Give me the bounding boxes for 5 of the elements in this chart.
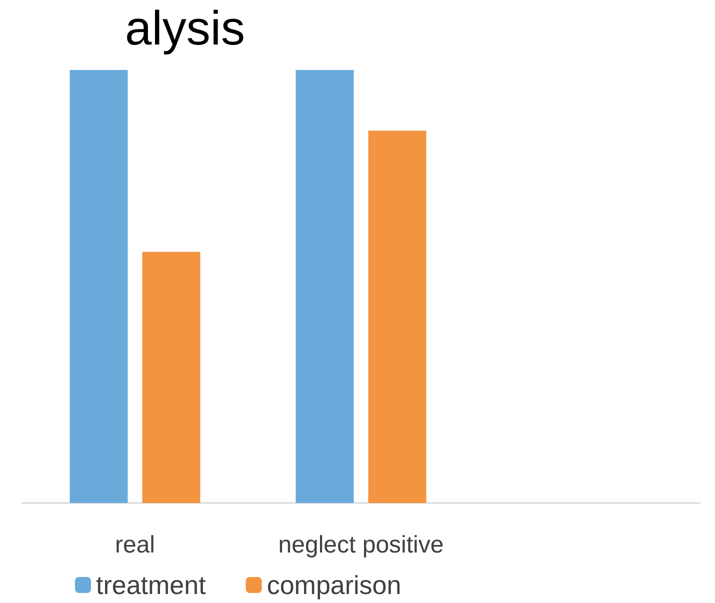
chart-title: alysis (125, 2, 246, 56)
x-tick-label: neglect positive (278, 532, 444, 558)
legend-label: treatment (96, 570, 207, 600)
x-tick-label: real (114, 532, 156, 558)
legend-label: comparison (266, 570, 402, 600)
